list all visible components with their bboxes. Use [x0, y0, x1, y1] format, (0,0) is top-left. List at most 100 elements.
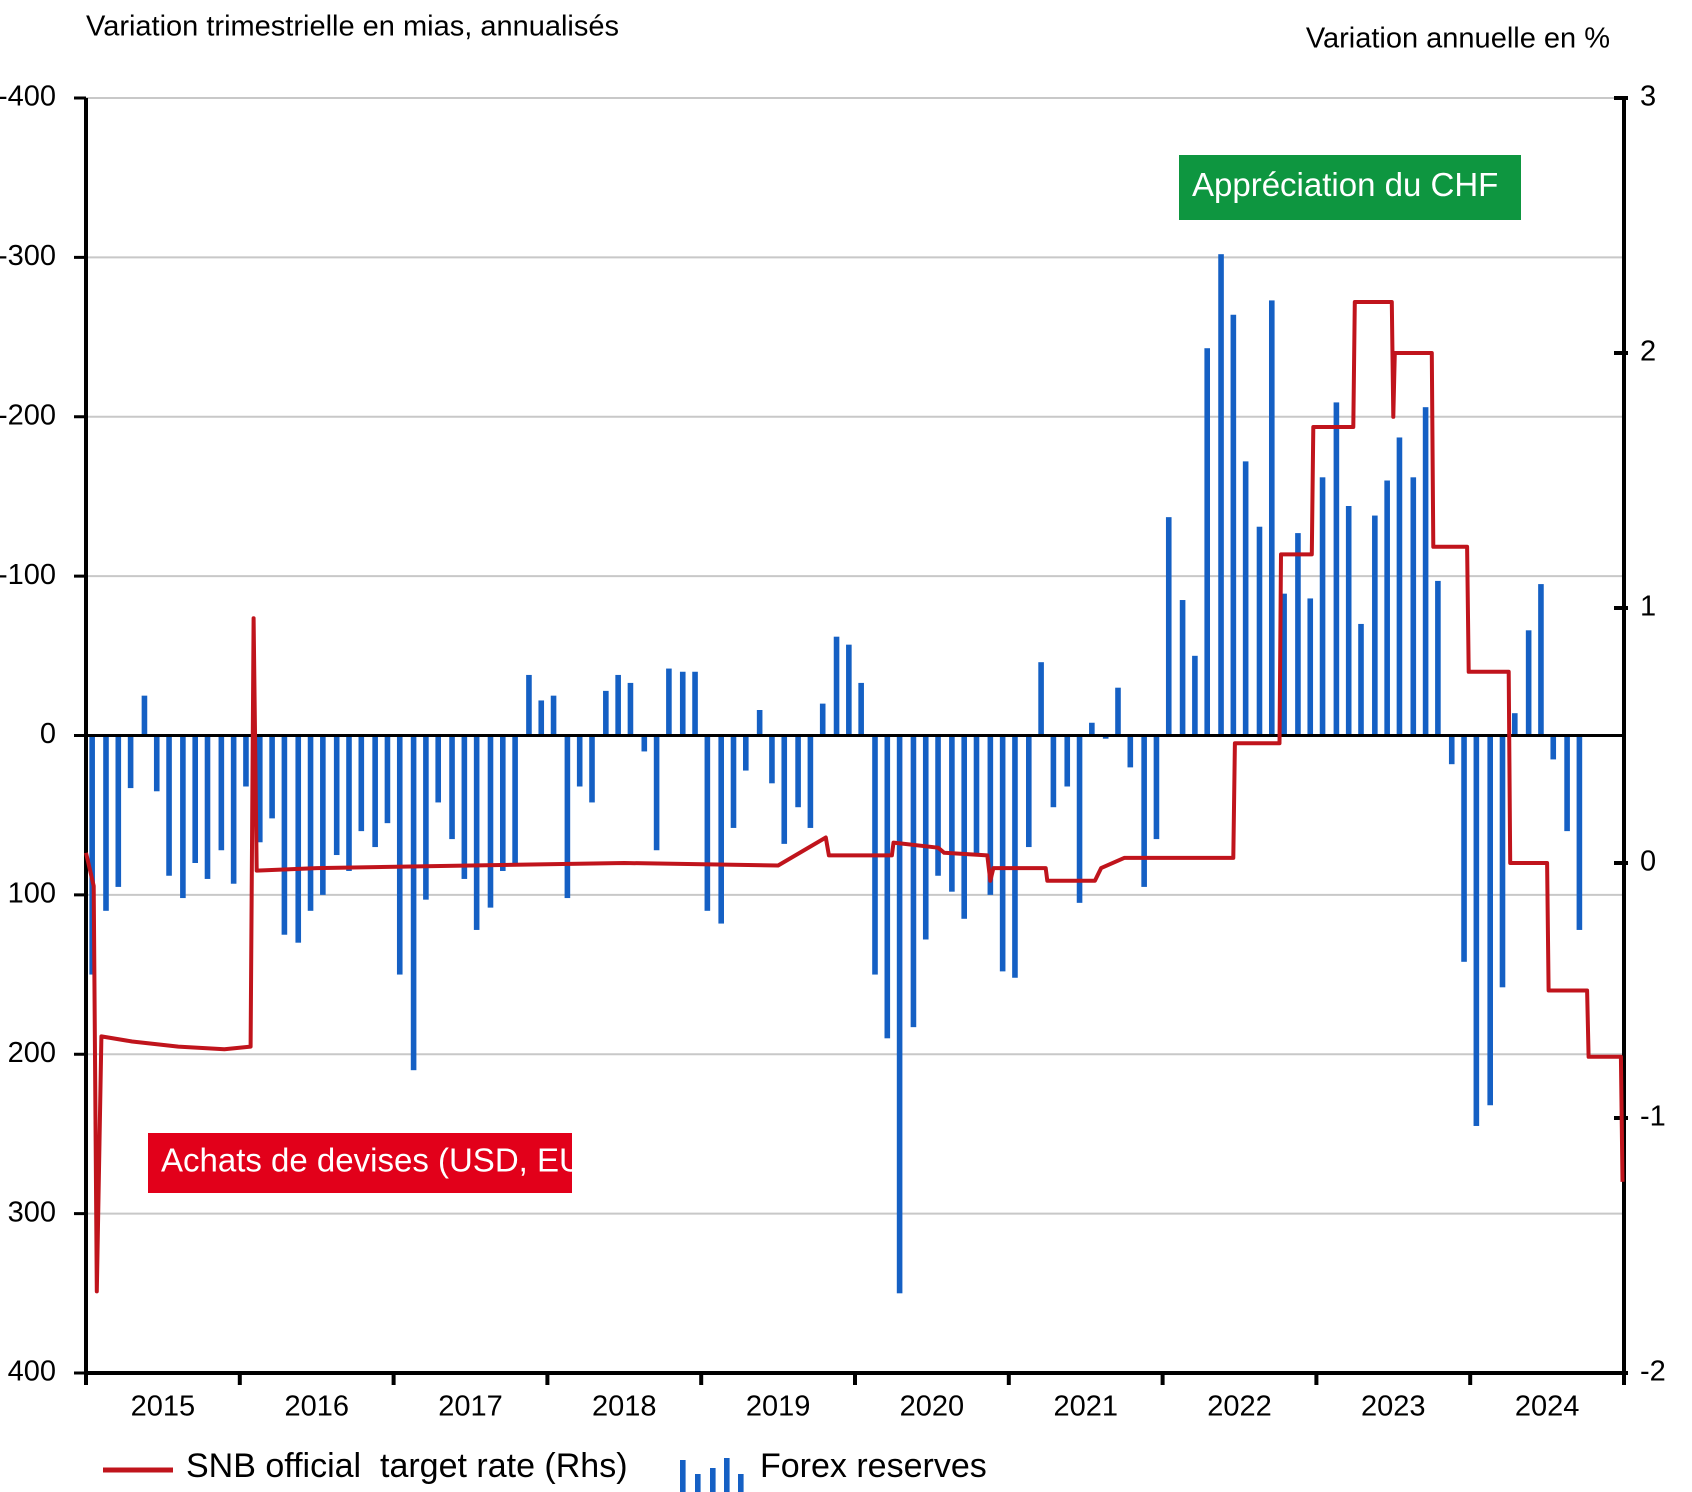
- bar: [1576, 735, 1583, 930]
- bar: [180, 735, 186, 899]
- bar: [1358, 623, 1364, 736]
- bar: [461, 735, 468, 879]
- y-tick-label: -100: [0, 559, 56, 591]
- y-tick-label: -300: [0, 240, 56, 272]
- bar: [795, 735, 801, 808]
- bar: [781, 735, 788, 844]
- bar: [1512, 713, 1518, 736]
- bar: [269, 735, 275, 819]
- bar: [1025, 735, 1032, 848]
- line: [84, 300, 1625, 1294]
- bar: [653, 735, 660, 851]
- annotation-box: [148, 1133, 572, 1193]
- bar: [589, 735, 595, 803]
- bar: [512, 735, 518, 863]
- x-tick-label: 2018: [592, 1391, 657, 1423]
- bar: [910, 735, 917, 1028]
- bar: [961, 735, 967, 919]
- bar: [396, 735, 403, 975]
- legend-label: Forex reserves: [760, 1447, 987, 1485]
- annotation: Achats de devises (USD, EUR): [161, 1142, 618, 1179]
- bar: [449, 735, 455, 840]
- bar: [692, 671, 698, 736]
- bar: [666, 668, 672, 736]
- bar: [1230, 314, 1237, 736]
- bar: [1345, 506, 1352, 736]
- bar: [1487, 735, 1493, 1106]
- y2-tick-label: 1: [1640, 591, 1656, 623]
- bar: [1050, 735, 1057, 808]
- bar: [346, 735, 352, 871]
- bar: [949, 735, 955, 892]
- bar: [1372, 515, 1378, 736]
- bar: [922, 735, 929, 940]
- annotation: Appréciation du CHF: [1192, 166, 1498, 203]
- bar: [846, 644, 852, 736]
- legend-label: SNB official target rate (Rhs): [186, 1447, 628, 1485]
- y-tick-label: 400: [8, 1356, 56, 1388]
- bar: [1461, 735, 1467, 962]
- bar: [115, 735, 122, 887]
- bar: [1165, 517, 1172, 736]
- bar: [973, 735, 980, 856]
- y-tick-label: 300: [8, 1196, 56, 1228]
- bar: [1410, 477, 1417, 736]
- legend-swatch: [680, 1460, 686, 1492]
- bar: [1218, 254, 1224, 736]
- bar: [333, 735, 340, 856]
- bar: [166, 735, 172, 876]
- bar: [1384, 480, 1390, 736]
- bar: [1089, 722, 1095, 736]
- bar: [204, 735, 211, 879]
- bar: [884, 735, 891, 1039]
- bar: [576, 735, 583, 787]
- bar: [89, 735, 95, 975]
- bar: [641, 735, 648, 752]
- bar: [1012, 735, 1018, 978]
- bar: [499, 735, 506, 871]
- bar: [1102, 735, 1109, 739]
- x-tick-label: 2019: [746, 1391, 811, 1423]
- bar: [410, 735, 417, 1071]
- bar: [1204, 348, 1211, 736]
- bar: [526, 674, 532, 736]
- bar: [833, 636, 840, 736]
- x-tick-label: 2016: [284, 1391, 349, 1423]
- legend-swatch: [724, 1458, 730, 1492]
- x-tick-label: 2022: [1207, 1391, 1272, 1423]
- bar: [1550, 735, 1557, 760]
- bar: [1448, 735, 1455, 765]
- bar: [1153, 735, 1160, 840]
- bar: [999, 735, 1006, 972]
- bar: [718, 735, 724, 924]
- bar: [1256, 526, 1263, 736]
- bar: [230, 735, 237, 884]
- bar: [1076, 735, 1083, 903]
- bar: [192, 735, 198, 863]
- bar: [384, 735, 391, 824]
- legend-swatch: [695, 1474, 701, 1492]
- bar: [1396, 437, 1403, 736]
- bar: [1115, 687, 1121, 736]
- y-tick-label: 0: [40, 718, 56, 750]
- bar: [487, 735, 494, 908]
- bar: [1319, 477, 1326, 736]
- bar: [1242, 461, 1249, 736]
- bar: [819, 703, 826, 736]
- bar: [1307, 598, 1314, 736]
- y2-tick-label: 2: [1640, 336, 1656, 368]
- bar: [1333, 402, 1340, 736]
- bar: [615, 674, 621, 736]
- bar: [730, 735, 737, 828]
- bar: [603, 690, 609, 736]
- bar: [756, 710, 763, 736]
- bar: [627, 682, 634, 736]
- bar: [1538, 584, 1544, 736]
- y-tick-label: 100: [8, 878, 56, 910]
- bar: [896, 735, 903, 1294]
- bar: [1435, 580, 1441, 736]
- x-tick-label: 2015: [131, 1391, 196, 1423]
- bar: [858, 682, 864, 736]
- bar: [1268, 300, 1275, 736]
